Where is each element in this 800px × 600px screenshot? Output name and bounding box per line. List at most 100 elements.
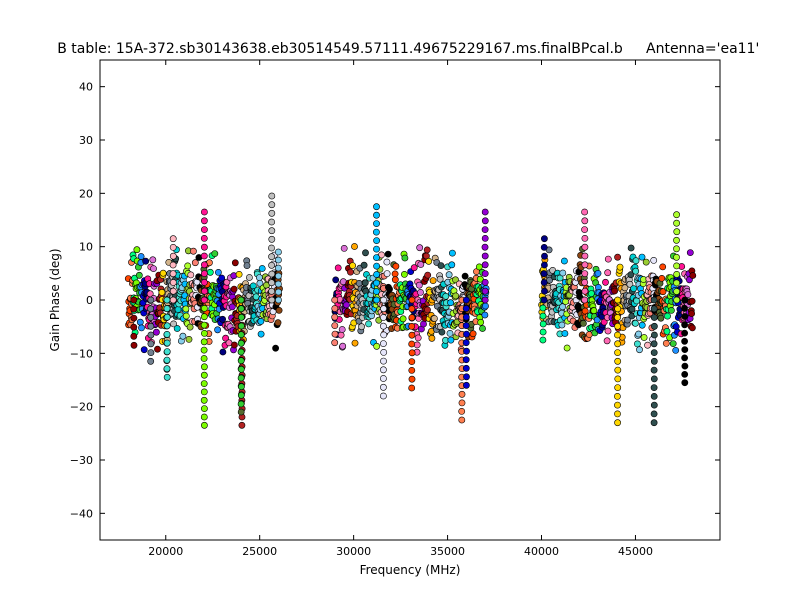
data-point <box>163 348 171 355</box>
data-point <box>581 217 589 225</box>
data-point <box>681 370 689 378</box>
data-point <box>187 271 195 279</box>
data-point <box>673 245 680 253</box>
data-point <box>200 321 208 329</box>
data-point <box>237 365 245 373</box>
data-point <box>170 320 177 328</box>
y-tick-label: 0 <box>86 294 93 307</box>
data-point <box>362 249 369 257</box>
data-point <box>627 271 635 279</box>
data-point <box>383 270 391 277</box>
data-point <box>379 322 387 330</box>
data-point <box>237 391 245 399</box>
data-point <box>581 270 589 277</box>
data-point <box>408 349 416 357</box>
data-point <box>481 278 489 286</box>
data-point <box>681 304 688 312</box>
data-point <box>331 296 339 304</box>
data-point <box>638 321 646 329</box>
data-point <box>428 334 436 342</box>
data-point <box>414 334 422 342</box>
data-point <box>481 311 489 319</box>
data-point <box>222 334 229 342</box>
y-tick-label: −40 <box>70 507 93 520</box>
data-point <box>380 296 387 304</box>
data-point <box>200 226 208 233</box>
data-point <box>228 303 236 311</box>
x-tick-label: 45000 <box>618 545 653 558</box>
data-point <box>541 287 548 295</box>
data-point <box>237 296 245 304</box>
data-point <box>235 270 243 278</box>
data-point <box>424 306 431 314</box>
data-point <box>614 401 621 409</box>
data-point <box>462 305 470 312</box>
data-point <box>408 322 416 330</box>
data-point <box>476 275 484 283</box>
data-point <box>581 287 589 295</box>
data-point <box>669 340 677 347</box>
data-point <box>413 341 421 349</box>
data-point <box>539 312 547 320</box>
data-point <box>481 270 489 277</box>
data-point <box>627 244 635 252</box>
data-point <box>130 323 138 331</box>
data-point <box>201 287 208 295</box>
data-point <box>159 269 167 277</box>
data-point <box>331 322 339 329</box>
data-point <box>237 339 245 347</box>
data-point <box>624 316 631 324</box>
y-tick-label: 30 <box>79 134 93 147</box>
data-point <box>417 288 424 296</box>
data-point <box>642 258 650 266</box>
data-point <box>331 313 339 321</box>
data-point <box>184 262 192 270</box>
data-point <box>438 328 446 336</box>
data-point <box>614 305 622 313</box>
data-point <box>481 287 489 295</box>
data-point <box>275 306 283 314</box>
data-point <box>173 325 181 332</box>
data-point <box>200 296 208 304</box>
data-point <box>650 375 658 383</box>
data-point <box>673 211 680 219</box>
data-point <box>163 313 171 321</box>
data-point <box>452 292 460 300</box>
data-point <box>688 310 695 317</box>
data-point <box>673 228 681 236</box>
data-point <box>257 330 265 338</box>
data-point <box>681 329 688 337</box>
data-point <box>138 324 145 332</box>
data-point <box>130 341 138 349</box>
x-tick-label: 20000 <box>148 545 183 558</box>
data-point <box>436 275 444 283</box>
data-point <box>561 257 568 265</box>
data-point <box>200 355 208 362</box>
data-point <box>231 259 239 267</box>
data-point <box>463 330 470 338</box>
data-point <box>681 321 688 329</box>
data-point <box>373 220 380 227</box>
data-point <box>182 312 190 320</box>
data-point <box>373 342 381 350</box>
data-point <box>200 338 208 346</box>
data-point <box>211 250 219 257</box>
data-point <box>191 259 199 267</box>
data-point <box>383 258 391 266</box>
data-point <box>200 313 208 321</box>
data-point <box>386 285 393 293</box>
data-point <box>614 392 621 400</box>
data-point <box>614 357 622 365</box>
data-point <box>429 277 437 284</box>
data-point <box>360 261 368 269</box>
data-point <box>424 271 432 279</box>
x-tick-label: 40000 <box>524 545 559 558</box>
data-point <box>147 296 155 304</box>
data-point <box>163 330 171 338</box>
data-point <box>563 344 571 352</box>
data-point <box>200 413 208 421</box>
data-point <box>379 375 387 382</box>
data-point <box>614 314 621 321</box>
data-point <box>256 279 264 287</box>
data-point <box>392 262 400 270</box>
